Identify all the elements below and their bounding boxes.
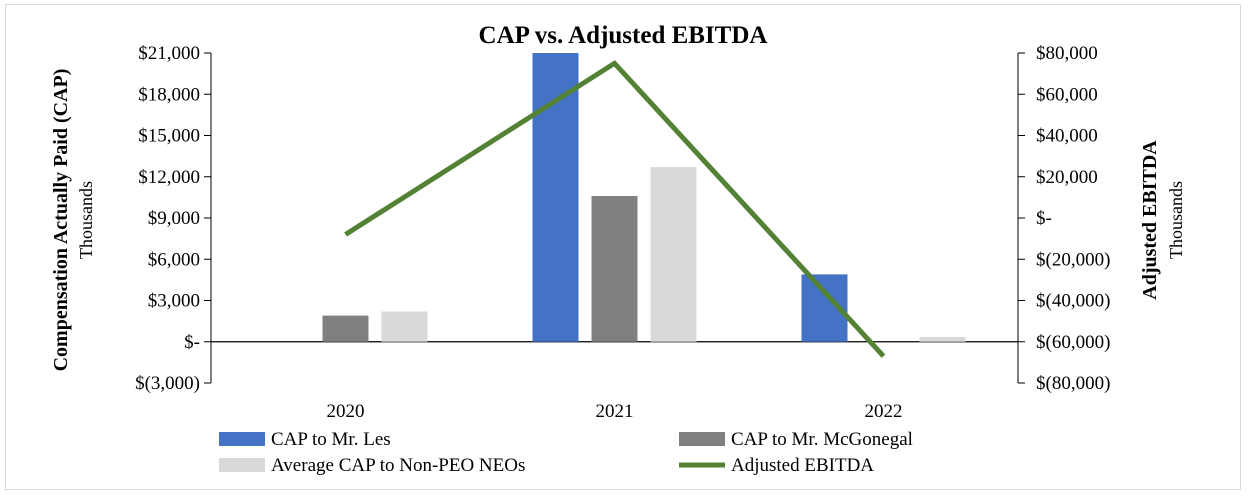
right-tick-label: $80,000 xyxy=(1036,43,1098,64)
legend-swatch xyxy=(219,458,265,472)
chart-title: CAP vs. Adjusted EBITDA xyxy=(479,22,768,49)
right-tick-label: $40,000 xyxy=(1036,126,1098,147)
left-axis-subtitle: Thousands xyxy=(76,181,96,259)
left-tick-label: $15,000 xyxy=(138,126,200,147)
legend-swatch xyxy=(679,432,725,446)
right-tick-label: $20,000 xyxy=(1036,167,1098,188)
legend-swatch xyxy=(219,432,265,446)
left-tick-label: $21,000 xyxy=(138,43,200,64)
bar xyxy=(381,311,428,342)
legend-label: CAP to Mr. Les xyxy=(271,429,391,450)
left-tick-label: $18,000 xyxy=(138,84,200,105)
series-line xyxy=(344,60,886,358)
left-axis-title: Compensation Actually Paid (CAP) xyxy=(50,69,72,372)
legend-label: CAP to Mr. McGonegal xyxy=(731,429,913,450)
left-tick-label: $(3,000) xyxy=(135,373,200,394)
left-tick-label: $- xyxy=(184,332,200,353)
plot-area: $(3,000) $- $3,000 $6,000 $9,000 $12,000 $15,0… xyxy=(135,43,1110,422)
bar xyxy=(650,167,697,342)
right-tick-label: $- xyxy=(1036,208,1052,229)
right-tick-label: $(40,000) xyxy=(1036,291,1110,312)
left-tick-label: $9,000 xyxy=(148,208,200,229)
right-axis-title: Adjusted EBITDA xyxy=(1139,140,1161,300)
right-tick-label: $(60,000) xyxy=(1036,332,1110,353)
right-tick-label: $60,000 xyxy=(1036,84,1098,105)
bar xyxy=(919,336,966,342)
chart-svg: CAP vs. Adjusted EBITDA Compensation Act… xyxy=(50,22,1186,476)
left-tick-label: $6,000 xyxy=(148,249,200,270)
bar xyxy=(322,315,369,342)
right-tick-label: $(20,000) xyxy=(1036,249,1110,270)
legend-label: Average CAP to Non-PEO NEOs xyxy=(271,455,525,476)
x-tick-label: 2021 xyxy=(596,401,634,422)
right-axis-subtitle: Thousands xyxy=(1166,181,1186,259)
legend: CAP to Mr. Les CAP to Mr. McGonegal Averag… xyxy=(219,429,913,476)
left-tick-label: $12,000 xyxy=(138,167,200,188)
x-tick-label: 2022 xyxy=(865,401,903,422)
x-tick-label: 2020 xyxy=(327,401,365,422)
bar xyxy=(591,196,638,342)
right-tick-label: $(80,000) xyxy=(1036,373,1110,394)
left-tick-label: $3,000 xyxy=(148,291,200,312)
legend-label: Adjusted EBITDA xyxy=(731,455,874,476)
bar xyxy=(532,53,579,342)
chart-frame: CAP vs. Adjusted EBITDA Compensation Act… xyxy=(5,4,1241,490)
